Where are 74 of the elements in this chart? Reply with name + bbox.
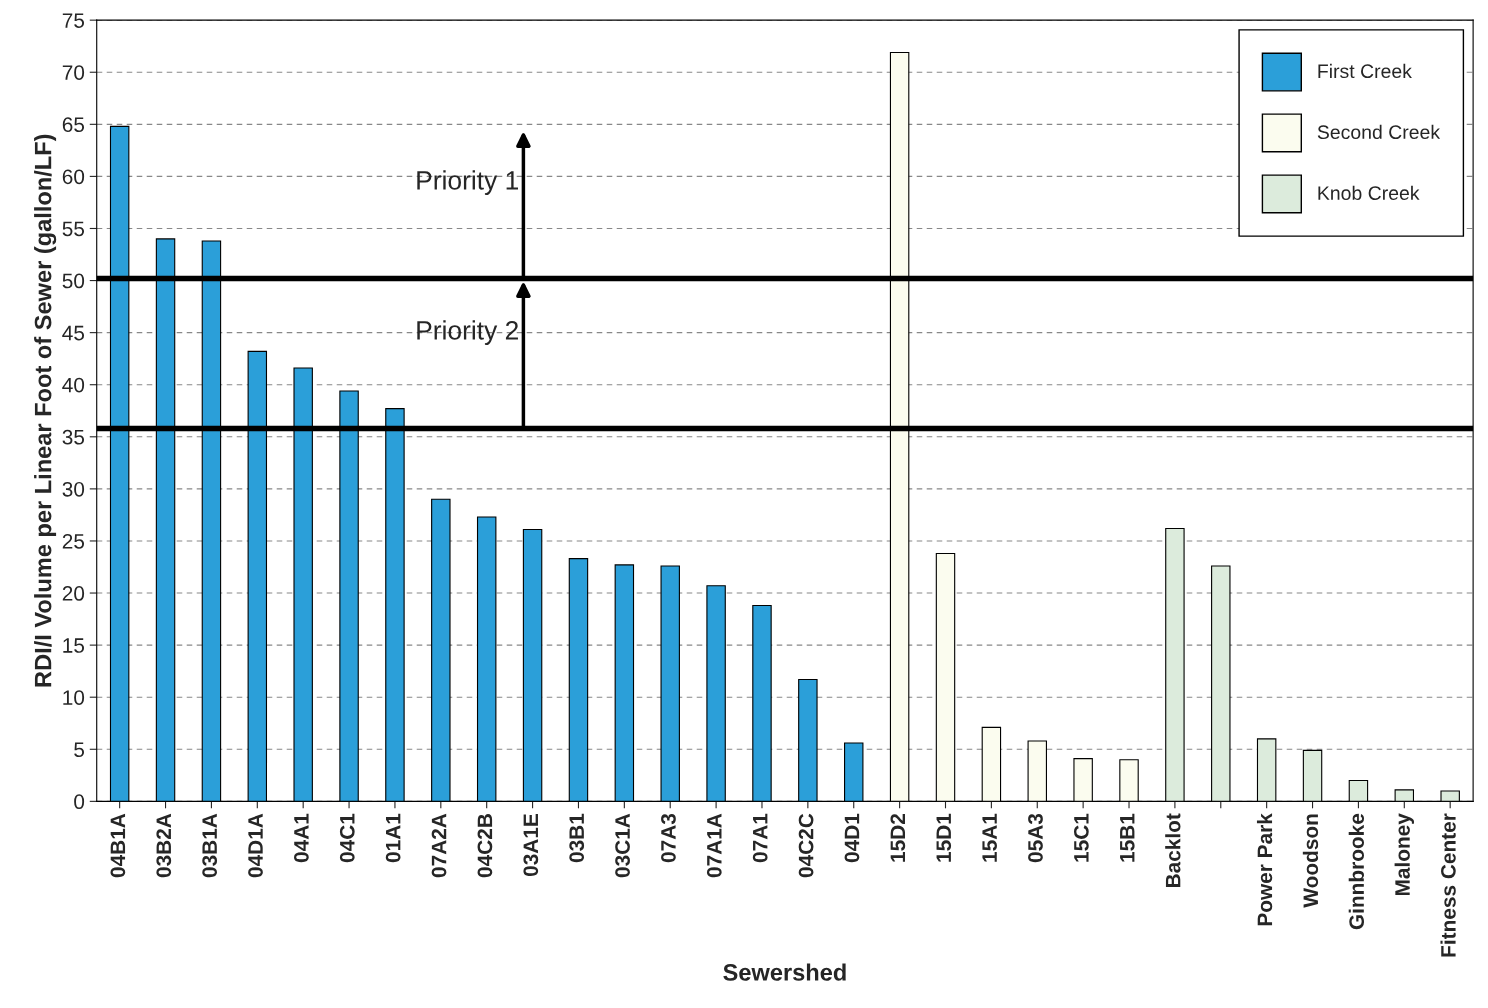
- x-tick-label: 03B1: [569, 813, 585, 863]
- x-tick-label: 01A1: [385, 813, 401, 863]
- x-tick-label: Ginnbrooke: [1348, 813, 1365, 930]
- x-tick-label: 15C1: [1073, 813, 1089, 862]
- y-tick-label: 0: [74, 794, 85, 810]
- y-tick-label: 75: [62, 13, 85, 28]
- x-axis-title: Sewershed: [723, 963, 846, 981]
- x-tick-label: Power Park: [1256, 813, 1273, 926]
- y-tick-label: 20: [62, 586, 85, 601]
- x-tick-label: 15B1: [1120, 813, 1135, 862]
- x-tick-label: Woodson: [1302, 814, 1319, 908]
- bar: [431, 498, 451, 802]
- bar: [1302, 749, 1323, 802]
- y-tick-label: 40: [62, 377, 85, 393]
- legend-label: Knob Creek: [1318, 185, 1420, 201]
- bar: [1394, 789, 1415, 802]
- y-axis-title: RDI/I Volume per Linear Foot of Sewer (gallon/LF): [34, 134, 57, 687]
- x-tick-label: 03A1E: [523, 813, 539, 877]
- legend-label: Second Creek: [1317, 124, 1441, 140]
- bar: [1440, 790, 1460, 802]
- bar: [1211, 565, 1231, 802]
- x-tick-label: Backlot: [1165, 813, 1181, 888]
- bar: [706, 585, 726, 802]
- x-tick-label: 15D1: [936, 813, 952, 862]
- legend-label: First Creek: [1318, 63, 1412, 79]
- y-tick-label: 5: [74, 742, 85, 758]
- x-tick-label: Fitness Center: [1440, 813, 1456, 957]
- bar: [935, 552, 956, 802]
- bar: [1027, 740, 1047, 802]
- x-tick-label: 04D1: [844, 813, 860, 863]
- x-tick-label: 05A3: [1028, 813, 1043, 863]
- bar: [1073, 758, 1093, 802]
- y-tick-label: 35: [62, 429, 85, 445]
- bar: [1119, 759, 1139, 802]
- y-tick-label: 25: [62, 533, 85, 549]
- bar: [981, 726, 1002, 802]
- bar: [844, 742, 864, 802]
- y-tick-label: 50: [62, 273, 85, 289]
- y-tick-label: 60: [62, 169, 85, 185]
- x-tick-label: 07A2A: [431, 813, 447, 878]
- bar: [476, 516, 497, 802]
- y-tick-label: 70: [62, 65, 85, 80]
- y-tick-label: 10: [63, 690, 85, 705]
- y-tick-label: 15: [63, 638, 85, 653]
- x-tick-label: 04B1A: [110, 813, 126, 878]
- y-tick-label: 55: [62, 221, 85, 237]
- x-tick-label: 03B2A: [156, 813, 172, 878]
- annotation: Priority 2: [417, 320, 518, 345]
- bar: [1165, 527, 1185, 802]
- bar: [568, 558, 589, 802]
- y-tick-label: 65: [62, 117, 85, 133]
- annotation: Priority 1: [417, 170, 518, 195]
- x-tick-label: 04A1: [294, 813, 309, 863]
- x-tick-label: 03C1A: [615, 813, 630, 878]
- x-tick-label: 15A1: [982, 813, 997, 862]
- x-tick-label: 04C2C: [798, 813, 814, 878]
- bar: [1256, 738, 1277, 802]
- x-tick-label: 04C2B: [477, 814, 493, 878]
- bar: [1348, 779, 1369, 802]
- x-tick-label: 04D1A: [248, 813, 263, 878]
- bar: [752, 604, 772, 802]
- y-tick-label: 30: [62, 481, 85, 497]
- x-tick-label: 07A1: [752, 813, 768, 863]
- bar: [798, 678, 818, 802]
- y-tick-label: 45: [62, 325, 85, 341]
- x-tick-label: 07A1A: [706, 813, 722, 878]
- x-tick-label: 04C1: [339, 813, 355, 863]
- bar: [522, 528, 543, 802]
- x-tick-label: 07A3: [661, 813, 676, 863]
- x-tick-label: 03B1A: [202, 813, 218, 878]
- x-tick-label: 15D2: [890, 814, 906, 862]
- x-tick-label: Maloney: [1394, 813, 1415, 896]
- bar: [614, 564, 635, 802]
- bar: [660, 565, 680, 802]
